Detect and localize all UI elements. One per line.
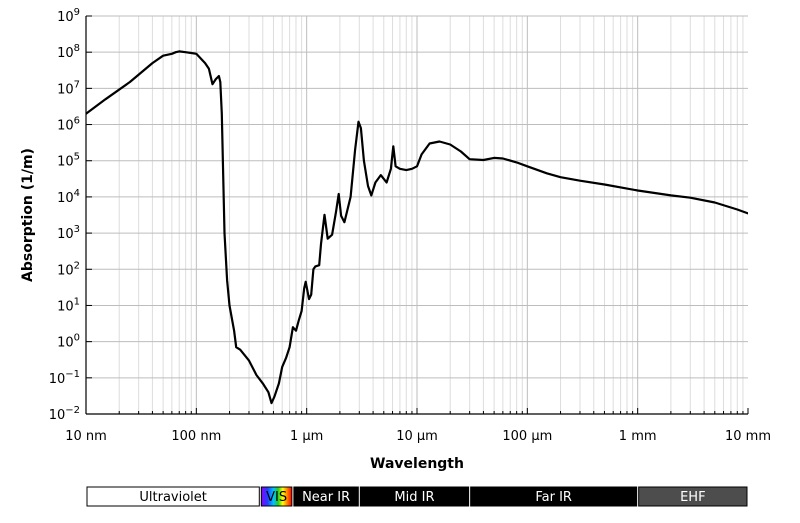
y-tick-label: 108 <box>57 43 80 61</box>
x-tick-label: 10 mm <box>725 429 771 444</box>
spectrum-band-label: EHF <box>680 490 705 505</box>
y-tick-label: 109 <box>57 7 80 25</box>
spectrum-band-label: Near IR <box>302 490 350 505</box>
spectrum-band <box>293 486 359 507</box>
x-tick-label: 100 μm <box>502 429 552 444</box>
y-axis-title: Absorption (1/m) <box>20 148 36 282</box>
x-tick-label: 10 μm <box>396 429 438 444</box>
x-tick-label: 1 mm <box>619 429 657 444</box>
y-tick-label: 101 <box>57 296 80 314</box>
y-tick-label: 107 <box>57 79 80 97</box>
y-tick-label: 105 <box>57 152 80 170</box>
y-tick-label: 102 <box>57 260 80 278</box>
series <box>86 50 748 405</box>
x-tick-label: 10 nm <box>65 429 107 444</box>
y-tick-label: 100 <box>57 333 80 351</box>
spectrum-band-label: VIS <box>266 490 287 505</box>
x-tick-label: 100 nm <box>171 429 221 444</box>
y-tick-label: 106 <box>57 116 80 134</box>
spectrum-band <box>359 486 470 507</box>
grid <box>85 15 748 415</box>
spectrum-band <box>86 486 260 507</box>
axes <box>85 15 749 415</box>
x-tick-label: 1 μm <box>290 429 323 444</box>
spectrum-band-bar: Ultraviolet VIS Near IR Mid IR Far IR EHF <box>86 486 748 507</box>
spectrum-band-label: Mid IR <box>394 490 434 505</box>
y-tick-label: 10−1 <box>49 369 80 387</box>
spectrum-band <box>470 486 638 507</box>
x-axis-title: Wavelength <box>370 456 464 472</box>
tick-labels: 10 nm 100 nm 1 μm 10 μm 100 μm 1 mm 10 mm 10−2 1… <box>49 7 771 444</box>
y-tick-label: 104 <box>57 188 80 206</box>
absorption-curve <box>86 50 748 405</box>
y-tick-label: 10−2 <box>49 405 80 423</box>
spectrum-band <box>638 486 748 507</box>
spectrum-band-label: Far IR <box>535 490 572 505</box>
spectrum-band-label: Ultraviolet <box>139 490 207 505</box>
y-tick-label: 103 <box>57 224 80 242</box>
spectrum-band <box>260 486 293 507</box>
